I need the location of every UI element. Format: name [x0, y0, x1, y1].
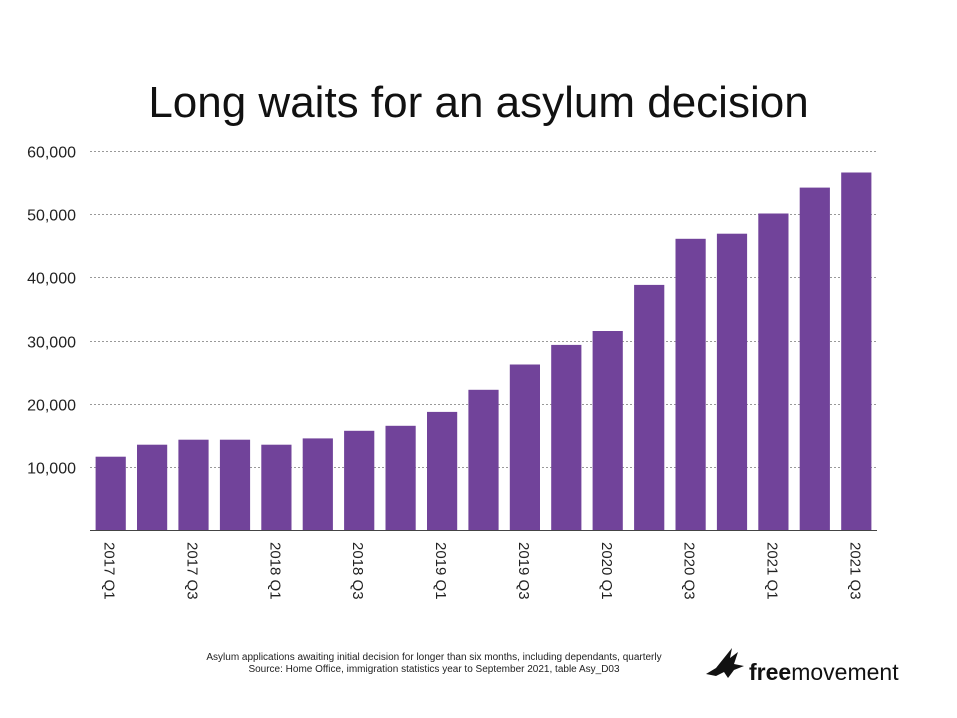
x-axis-ticks: 2017 Q1 2017 Q3 2018 Q1 2018 Q3 2019 Q1 2019 …	[101, 542, 864, 600]
freemovement-logo[interactable]: freemovement	[704, 644, 914, 686]
y-tick-label: 10,000	[27, 461, 76, 478]
x-tick-label: 2020 Q3	[681, 542, 698, 600]
bars	[95, 172, 872, 531]
x-tick-label: 2021 Q3	[846, 542, 863, 600]
x-tick-label: 2019 Q1	[432, 542, 449, 600]
footnote-description: Asylum applications awaiting initial dec…	[206, 652, 662, 663]
chart-title: Long waits for an asylum decision	[148, 78, 809, 127]
logo-movement: movement	[791, 659, 899, 685]
bar	[302, 438, 333, 530]
bird-icon	[706, 648, 744, 678]
bar	[219, 439, 251, 530]
bar	[137, 444, 168, 530]
bar	[841, 172, 872, 530]
bar	[675, 238, 706, 531]
bar	[344, 430, 375, 530]
bar	[634, 284, 665, 530]
footnote-source: Source: Home Office, immigration statist…	[248, 664, 620, 675]
bar	[592, 331, 623, 530]
logo-free: free	[749, 659, 792, 685]
bar-chart: 10,000 20,000 30,000 40,000 50,000 60,000 201…	[27, 145, 877, 600]
bar	[261, 444, 292, 530]
y-tick-label: 20,000	[27, 398, 76, 415]
x-tick-label: 2017 Q3	[184, 542, 201, 600]
x-tick-label: 2021 Q1	[763, 542, 780, 600]
logo-wordmark: freemovement	[749, 659, 899, 686]
y-tick-label: 40,000	[27, 271, 76, 288]
bar	[95, 456, 126, 530]
bar	[427, 411, 458, 530]
bar	[385, 425, 416, 530]
y-tick-label: 50,000	[27, 208, 76, 225]
bar	[716, 233, 748, 530]
y-axis-ticks: 10,000 20,000 30,000 40,000 50,000 60,000	[27, 145, 76, 478]
bar	[551, 344, 582, 530]
x-tick-label: 2018 Q3	[349, 542, 366, 600]
bar	[799, 187, 830, 530]
x-tick-label: 2018 Q1	[266, 542, 283, 600]
x-tick-label: 2017 Q1	[101, 542, 118, 600]
bar	[758, 213, 789, 530]
x-tick-label: 2020 Q1	[598, 542, 615, 600]
x-tick-label: 2019 Q3	[515, 542, 532, 600]
bar	[509, 364, 540, 530]
y-tick-label: 60,000	[27, 145, 76, 162]
y-tick-label: 30,000	[27, 335, 76, 352]
bar	[178, 439, 209, 530]
bar	[468, 389, 499, 530]
